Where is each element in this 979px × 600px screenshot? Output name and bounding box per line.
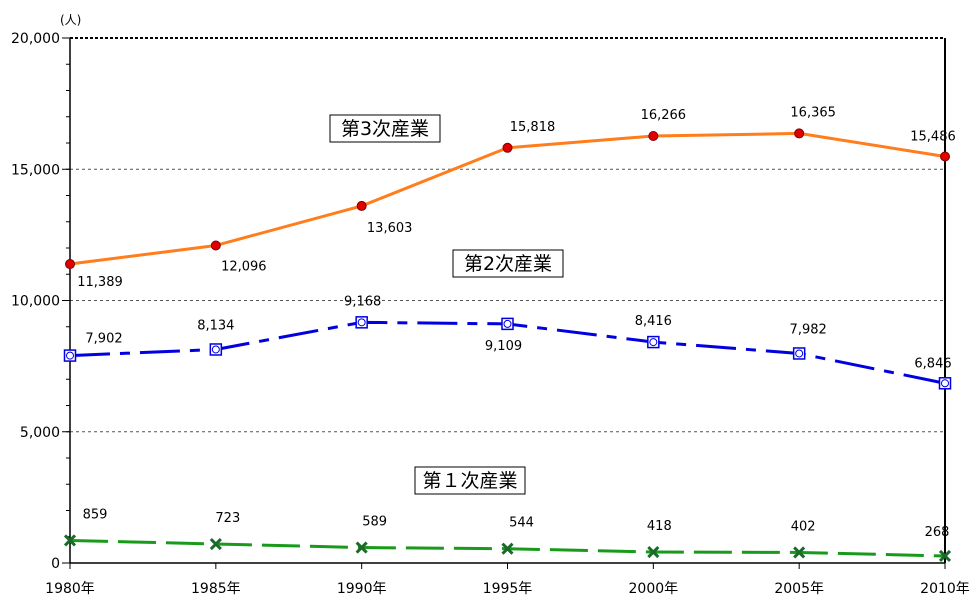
series-name-box xyxy=(329,114,441,143)
x-tick-label: 1990年 xyxy=(337,581,387,597)
data-labels: 11,389 12,096 13,603 15,818 16,266 16,365 15,4… xyxy=(77,105,956,540)
series-name-text: 第2次産業 xyxy=(464,253,552,275)
y-tick-label: 0 xyxy=(51,556,60,572)
y-tick-label: 20,000 xyxy=(11,31,60,47)
axes: 0 5,000 10,000 15,000 20,000 1980年 1985年 1990年 1… xyxy=(11,31,970,597)
series-name-text: 第3次産業 xyxy=(341,118,429,140)
data-label: 589 xyxy=(362,515,387,530)
y-tick-label: 5,000 xyxy=(20,425,60,441)
data-point-inner xyxy=(503,319,512,328)
data-label: 418 xyxy=(647,519,672,534)
data-point xyxy=(793,546,806,559)
data-point xyxy=(65,259,75,270)
data-point xyxy=(355,541,368,554)
data-point xyxy=(648,131,659,142)
data-label: 16,266 xyxy=(641,108,687,123)
x-tick-label: 2005年 xyxy=(774,581,824,597)
data-point-inner xyxy=(357,318,366,327)
data-point xyxy=(938,549,952,563)
data-point-inner xyxy=(795,349,804,358)
data-label: 11,389 xyxy=(77,275,123,290)
data-label: 9,168 xyxy=(344,294,381,309)
data-point-inner xyxy=(941,379,949,388)
y-tick-label: 10,000 xyxy=(11,294,60,310)
data-point-inner xyxy=(649,338,658,347)
data-point-inner xyxy=(66,351,74,360)
data-point xyxy=(63,534,77,547)
data-label: 7,902 xyxy=(85,332,122,347)
x-tick-label: 2010年 xyxy=(920,581,970,597)
data-point xyxy=(502,142,513,153)
data-label: 544 xyxy=(509,516,534,531)
data-label: 8,134 xyxy=(197,318,234,333)
x-tick-label: 1995年 xyxy=(483,581,533,597)
data-label: 13,603 xyxy=(367,221,413,236)
data-label: 16,365 xyxy=(790,105,836,120)
grid xyxy=(70,168,945,433)
series-name-text: 第１次産業 xyxy=(422,470,517,492)
series-name-label: 第１次産業 xyxy=(414,466,526,495)
data-point xyxy=(501,542,514,555)
data-label: 402 xyxy=(791,519,816,534)
series xyxy=(63,128,952,563)
data-label: 9,109 xyxy=(485,339,522,354)
data-point xyxy=(209,343,223,356)
data-point xyxy=(647,335,660,349)
data-point xyxy=(647,545,660,559)
data-point xyxy=(63,349,77,362)
data-label: 7,982 xyxy=(790,322,827,337)
data-label: 268 xyxy=(925,525,950,540)
series-name-box xyxy=(414,466,526,495)
series-name-box xyxy=(452,249,564,278)
data-point xyxy=(792,347,806,360)
data-label: 12,096 xyxy=(221,259,267,274)
x-tick-label: 2000年 xyxy=(629,581,679,597)
y-tick-label: 15,000 xyxy=(11,162,60,178)
data-point xyxy=(209,537,222,551)
y-unit-label: (人) xyxy=(60,13,81,27)
data-label: 859 xyxy=(83,507,108,522)
data-point xyxy=(501,317,514,331)
data-label: 8,416 xyxy=(635,314,672,329)
data-label: 6,846 xyxy=(914,356,951,371)
data-point xyxy=(356,200,367,211)
series-name-label: 第3次産業 xyxy=(329,114,441,143)
x-tick-label: 1985年 xyxy=(191,581,241,597)
series-name-label: 第2次産業 xyxy=(452,249,564,278)
x-tick-label: 1980年 xyxy=(45,581,95,597)
data-label: 15,818 xyxy=(510,120,556,135)
data-label: 15,486 xyxy=(910,129,956,144)
data-point xyxy=(210,240,221,251)
data-point xyxy=(355,316,368,329)
data-point xyxy=(938,377,952,390)
data-point xyxy=(940,151,950,162)
data-label: 723 xyxy=(215,511,240,526)
data-point-inner xyxy=(211,345,220,354)
data-point xyxy=(794,128,805,139)
